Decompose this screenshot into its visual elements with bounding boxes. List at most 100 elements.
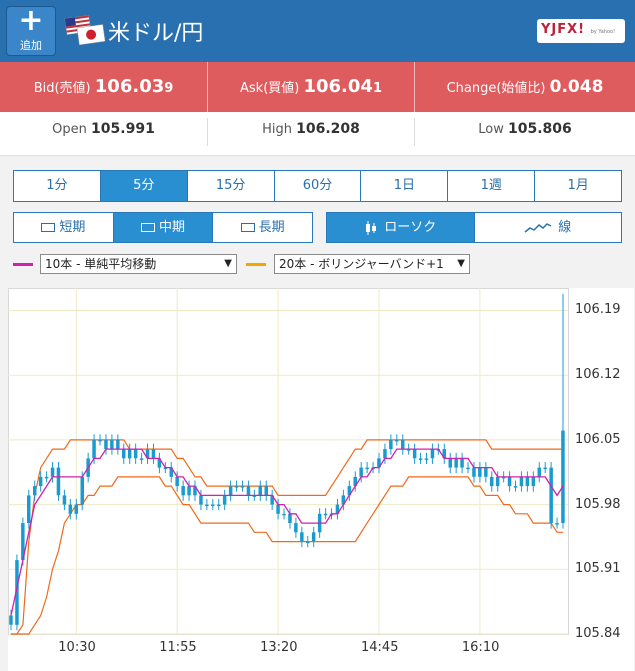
logo-sub: by Yahoo!: [590, 29, 616, 35]
candle-body: [246, 486, 251, 496]
candle-body: [199, 495, 203, 505]
tab-candlestick[interactable]: ローソク: [327, 213, 475, 242]
header-bar: + 追加 米ドル/円 YJFX! by Yahoo!: [0, 0, 635, 62]
candle-body: [294, 523, 298, 533]
candle-body: [484, 467, 488, 477]
y-tick-label: 105.84: [575, 626, 621, 641]
ma-color-swatch: [13, 263, 33, 266]
tab-1month[interactable]: 1月: [567, 178, 589, 193]
y-tick-label: 105.98: [575, 496, 621, 512]
tab-1week[interactable]: 1週: [448, 171, 536, 201]
candle-body: [228, 486, 233, 496]
tab-5min[interactable]: 5分: [100, 171, 188, 201]
candle-body: [127, 449, 132, 459]
candle-body: [418, 458, 423, 460]
bid-label: Bid(売値): [33, 81, 91, 96]
candle-body: [495, 476, 500, 487]
candle-body: [222, 495, 227, 505]
tab-mid-term[interactable]: 中期: [113, 213, 214, 242]
range-tabs: 短期 中期 長期: [13, 212, 313, 243]
candle-body: [460, 458, 464, 468]
candle-body: [270, 495, 274, 505]
tab-15min[interactable]: 15分: [188, 171, 275, 201]
x-tick-label: 16:10: [461, 640, 500, 655]
candle-body: [424, 458, 429, 460]
candle-body: [561, 430, 565, 523]
price-chart[interactable]: 106.19 106.12 106.05 105.98 105.91 105.84 10:…: [8, 288, 634, 671]
candle-body: [549, 467, 553, 524]
chevron-down-icon: ▼: [224, 258, 232, 269]
candle-body: [525, 476, 530, 487]
candle-body: [401, 439, 405, 450]
candle-body: [347, 486, 352, 496]
candle-body: [122, 449, 126, 459]
bb-color-swatch: [246, 263, 266, 266]
candle-body: [383, 449, 387, 459]
candle-body: [252, 495, 257, 497]
candle-body: [430, 449, 435, 459]
bid-quote: Bid(売値) 106.039: [0, 62, 207, 112]
usd-jpy-flag-icon: [64, 15, 106, 46]
mid-term-label: 中期: [159, 220, 186, 235]
candle-body: [519, 476, 524, 487]
candle-body: [300, 532, 304, 542]
ask-pip: 1: [372, 81, 382, 96]
bb-indicator-select[interactable]: 20本 - ボリンジャーバンド+1 ▼: [274, 254, 470, 274]
plus-icon: +: [18, 3, 44, 38]
tab-short-term[interactable]: 短期: [14, 213, 114, 242]
tab-long-term[interactable]: 長期: [213, 213, 312, 242]
logo-text: YJFX!: [541, 22, 586, 37]
candle-body: [21, 523, 25, 561]
y-tick-label: 106.05: [575, 431, 621, 447]
ask-main: 106.04: [303, 76, 373, 97]
tab-1day[interactable]: 1日: [361, 171, 449, 201]
candle-body: [217, 504, 221, 507]
short-range-icon: [41, 223, 56, 232]
candle-body: [543, 467, 547, 470]
x-tick-label: 10:30: [58, 640, 96, 655]
ma-line: [10, 448, 564, 616]
low-value: 105.806: [507, 121, 572, 137]
low-label: Low: [478, 122, 504, 137]
stats-bar: Open 105.991 High 106.208 Low 105.806: [0, 112, 635, 156]
high-label: High: [262, 122, 292, 137]
candle-body: [98, 439, 102, 442]
candle-body: [50, 467, 55, 477]
bb-lower-line: [11, 476, 563, 635]
candle-body: [513, 486, 518, 488]
candle-body: [181, 486, 185, 496]
candle-body: [211, 504, 215, 507]
high-value: 106.208: [296, 121, 360, 137]
candle-body: [377, 458, 381, 468]
y-tick-label: 106.19: [575, 302, 621, 318]
candle-body: [193, 486, 197, 496]
tab-line[interactable]: 線: [475, 213, 622, 242]
candle-body: [27, 495, 31, 524]
candle-body: [80, 476, 84, 505]
open-stat: Open 105.991: [0, 112, 207, 156]
candle-body: [133, 449, 138, 459]
candle-body: [175, 476, 179, 487]
ask-label: Ask(買値): [240, 81, 300, 96]
candle-body: [234, 486, 239, 488]
candle-body: [169, 467, 173, 477]
bid-main: 106.03: [94, 76, 165, 97]
chart-canvas[interactable]: [8, 288, 634, 671]
mid-range-icon: [141, 223, 155, 232]
candle-body: [62, 495, 67, 505]
candle-body: [104, 439, 108, 450]
add-button[interactable]: + 追加: [6, 6, 56, 56]
candle-body: [9, 615, 13, 625]
candle-body: [163, 467, 168, 470]
ma-indicator-select[interactable]: 10本 - 単純平均移動 ▼: [40, 254, 237, 274]
candle-body: [56, 467, 61, 496]
quote-bar: Bid(売値) 106.039 Ask(買値) 106.041 Change(始…: [0, 62, 635, 112]
candle-body: [501, 476, 506, 479]
y-tick-label: 106.12: [575, 367, 621, 383]
tab-60min[interactable]: 60分: [275, 171, 362, 201]
x-tick-label: 11:55: [159, 640, 197, 655]
x-tick-label: 13:20: [260, 640, 298, 655]
high-stat: High 106.208: [208, 112, 414, 156]
tab-1min[interactable]: 1分: [14, 171, 101, 201]
candle-body: [341, 495, 346, 505]
